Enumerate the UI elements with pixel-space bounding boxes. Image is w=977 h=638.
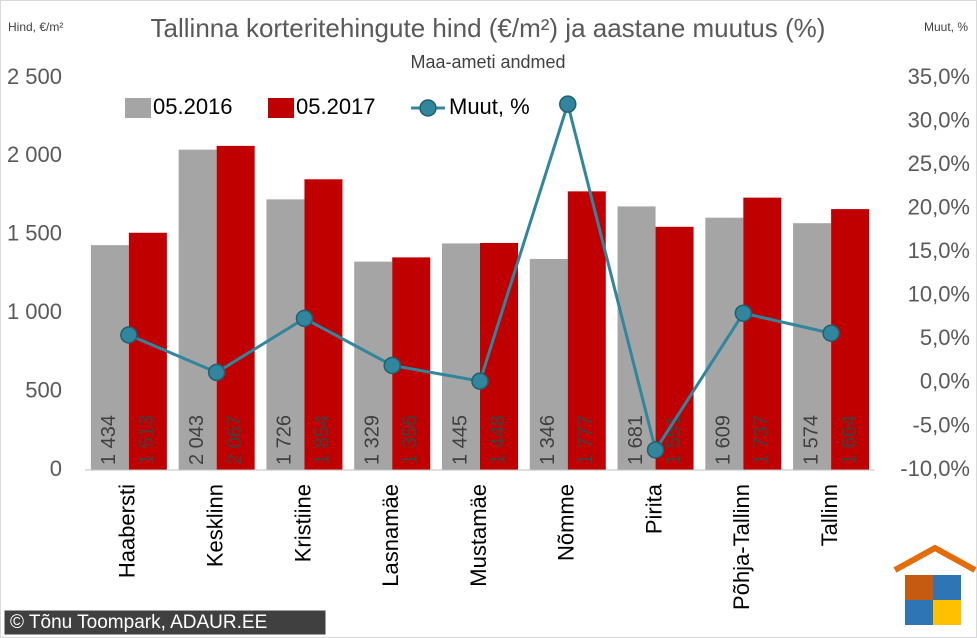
bar	[743, 197, 782, 470]
bar	[442, 243, 480, 470]
y2-tick-label: 35,0%	[908, 64, 970, 89]
y2-tick-label: 15,0%	[908, 238, 970, 263]
legend-label: 05.2016	[153, 94, 233, 119]
value-label: 1 574	[800, 415, 822, 465]
value-label: 1 513	[136, 415, 158, 465]
y-tick-label: 1 000	[7, 299, 62, 324]
y-tick-label: 2 000	[7, 142, 62, 167]
value-label: 1 777	[575, 415, 597, 465]
line-marker	[646, 441, 665, 459]
bar	[304, 179, 343, 471]
line-marker	[822, 324, 840, 342]
legend-swatch	[268, 98, 294, 118]
line-marker	[383, 356, 401, 375]
y2-tick-label: 25,0%	[908, 151, 970, 176]
y-tick-label: 0	[50, 456, 62, 481]
bar	[178, 149, 217, 470]
line-marker	[295, 309, 314, 328]
value-label: 1 448	[487, 415, 509, 465]
x-tick-label: Tallinn	[817, 484, 842, 546]
value-label: 1 356	[400, 415, 422, 465]
line-marker	[120, 326, 138, 344]
x-tick-label: Kesklinn	[202, 484, 227, 567]
y-tick-label: 500	[25, 377, 62, 402]
bar	[831, 209, 870, 471]
value-label: 1 681	[625, 415, 647, 465]
y2-tick-label: 20,0%	[908, 194, 970, 219]
bar	[567, 191, 606, 470]
value-label: 1 854	[312, 415, 334, 465]
bar	[128, 232, 167, 470]
y2-tick-label: 0,0%	[920, 369, 970, 394]
x-tick-label: Põhja-Tallinn	[729, 484, 754, 610]
line-marker	[559, 95, 577, 113]
bar	[266, 199, 305, 470]
x-tick-label: Pirita	[641, 483, 666, 534]
x-tick-label: Mustamäe	[466, 484, 491, 587]
value-label: 1 329	[362, 415, 384, 465]
y-axis-label: Hind, €/m²	[8, 20, 63, 34]
value-label: 1 664	[838, 415, 860, 465]
note: © Tõnu Toompark, ADAUR.EE	[10, 612, 267, 633]
line-marker	[471, 372, 489, 390]
y2-tick-label: -5,0%	[913, 412, 970, 437]
value-label: 1 445	[449, 415, 471, 465]
value-label: 1 737	[751, 415, 773, 465]
chart-title: Tallinna korteritehingute hind (€/m²) ja…	[151, 13, 826, 43]
logo	[893, 544, 977, 625]
legend-swatch	[125, 98, 151, 118]
y2-tick-label: 10,0%	[908, 282, 970, 307]
line-marker	[734, 304, 753, 322]
bar	[216, 145, 255, 470]
legend-label: Muut, %	[449, 94, 530, 119]
bar	[655, 226, 694, 470]
value-label: 1 609	[713, 415, 735, 465]
bar	[793, 223, 832, 470]
y-tick-label: 1 500	[7, 221, 62, 246]
value-label: 2 043	[186, 415, 208, 465]
y2-tick-label: -10,0%	[900, 456, 970, 481]
y2-tick-label: 30,0%	[908, 107, 970, 132]
x-tick-label: Nõmme	[554, 484, 579, 561]
value-label: 1 434	[98, 415, 120, 465]
value-label: 2 067	[224, 415, 246, 465]
bar	[90, 245, 129, 470]
x-tick-label: Haabersti	[115, 484, 140, 578]
chart-subtitle: Maa-ameti andmed	[410, 52, 565, 72]
x-tick-label: Lasnamäe	[378, 484, 403, 587]
legend-label: 05.2017	[296, 94, 376, 119]
value-label: 1 346	[537, 415, 559, 465]
y-tick-label: 2 500	[7, 64, 62, 89]
y2-axis-label: Muut, %	[924, 20, 968, 34]
x-tick-label: Kristiine	[290, 484, 315, 562]
y2-tick-label: 5,0%	[920, 325, 970, 350]
legend-marker	[419, 99, 437, 117]
line-marker	[207, 363, 226, 382]
value-label: 1 726	[274, 415, 296, 465]
bar	[529, 258, 568, 470]
note-box	[3, 609, 327, 636]
